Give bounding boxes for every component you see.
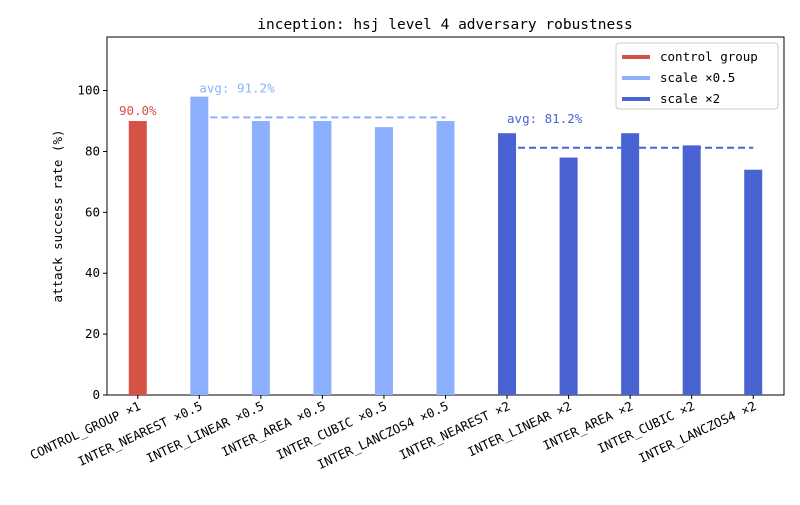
bar	[498, 133, 517, 396]
y-tick-label: 100	[77, 83, 100, 98]
y-tick-label: 60	[85, 204, 100, 219]
y-axis-label: attack success rate (%)	[50, 129, 65, 302]
bar	[190, 96, 209, 396]
bar	[374, 127, 393, 396]
bar	[128, 121, 147, 395]
bar	[744, 169, 763, 395]
bar	[559, 157, 578, 395]
y-tick-label: 0	[92, 387, 100, 402]
average-label: avg: 81.2%	[507, 111, 583, 126]
bar	[251, 121, 270, 395]
data-label: 90.0%	[119, 103, 157, 118]
bar	[436, 121, 455, 395]
bar	[682, 145, 701, 395]
y-tick-label: 40	[85, 265, 100, 280]
bar	[621, 133, 640, 396]
legend-label: control group	[660, 49, 758, 64]
legend-label: scale ×2	[660, 91, 720, 106]
y-tick-label: 80	[85, 143, 100, 158]
legend-label: scale ×0.5	[660, 70, 735, 85]
chart-title: inception: hsj level 4 adversary robustn…	[257, 17, 632, 33]
average-label: avg: 91.2%	[199, 80, 275, 95]
y-tick-label: 20	[85, 326, 100, 341]
bar	[313, 121, 332, 395]
legend-box	[615, 42, 779, 110]
